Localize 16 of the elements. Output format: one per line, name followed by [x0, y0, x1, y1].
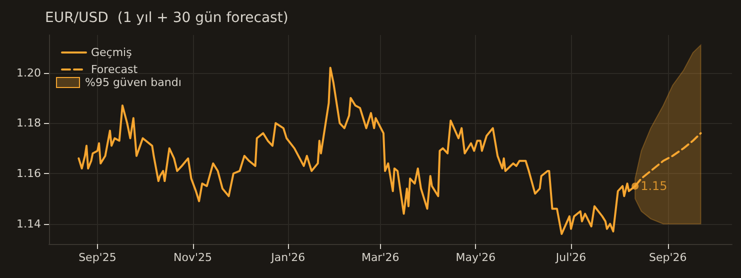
- y-tick-label: 1.16: [16, 166, 41, 180]
- x-tick-label: Jul'26: [554, 251, 586, 264]
- x-tick-label: Sep'25: [78, 251, 116, 264]
- x-tick-label: Jan'26: [270, 251, 306, 264]
- x-tick-label: Mar'26: [361, 251, 400, 264]
- y-tick-label: 1.20: [16, 66, 41, 80]
- legend-label: Geçmiş: [91, 46, 132, 59]
- legend-label: Forecast: [91, 63, 138, 76]
- x-tick-label: May'26: [456, 251, 496, 264]
- x-tick-label: Sep'26: [649, 251, 687, 264]
- y-tick-label: 1.14: [16, 217, 41, 230]
- chart-title: EUR/USD (1 yıl + 30 gün forecast): [45, 10, 288, 26]
- y-tick-label: 1.18: [16, 116, 41, 130]
- annotation: 1.15: [640, 179, 668, 194]
- x-tick-label: Nov'25: [174, 251, 212, 264]
- annotation: %95 güven bandı: [85, 76, 182, 89]
